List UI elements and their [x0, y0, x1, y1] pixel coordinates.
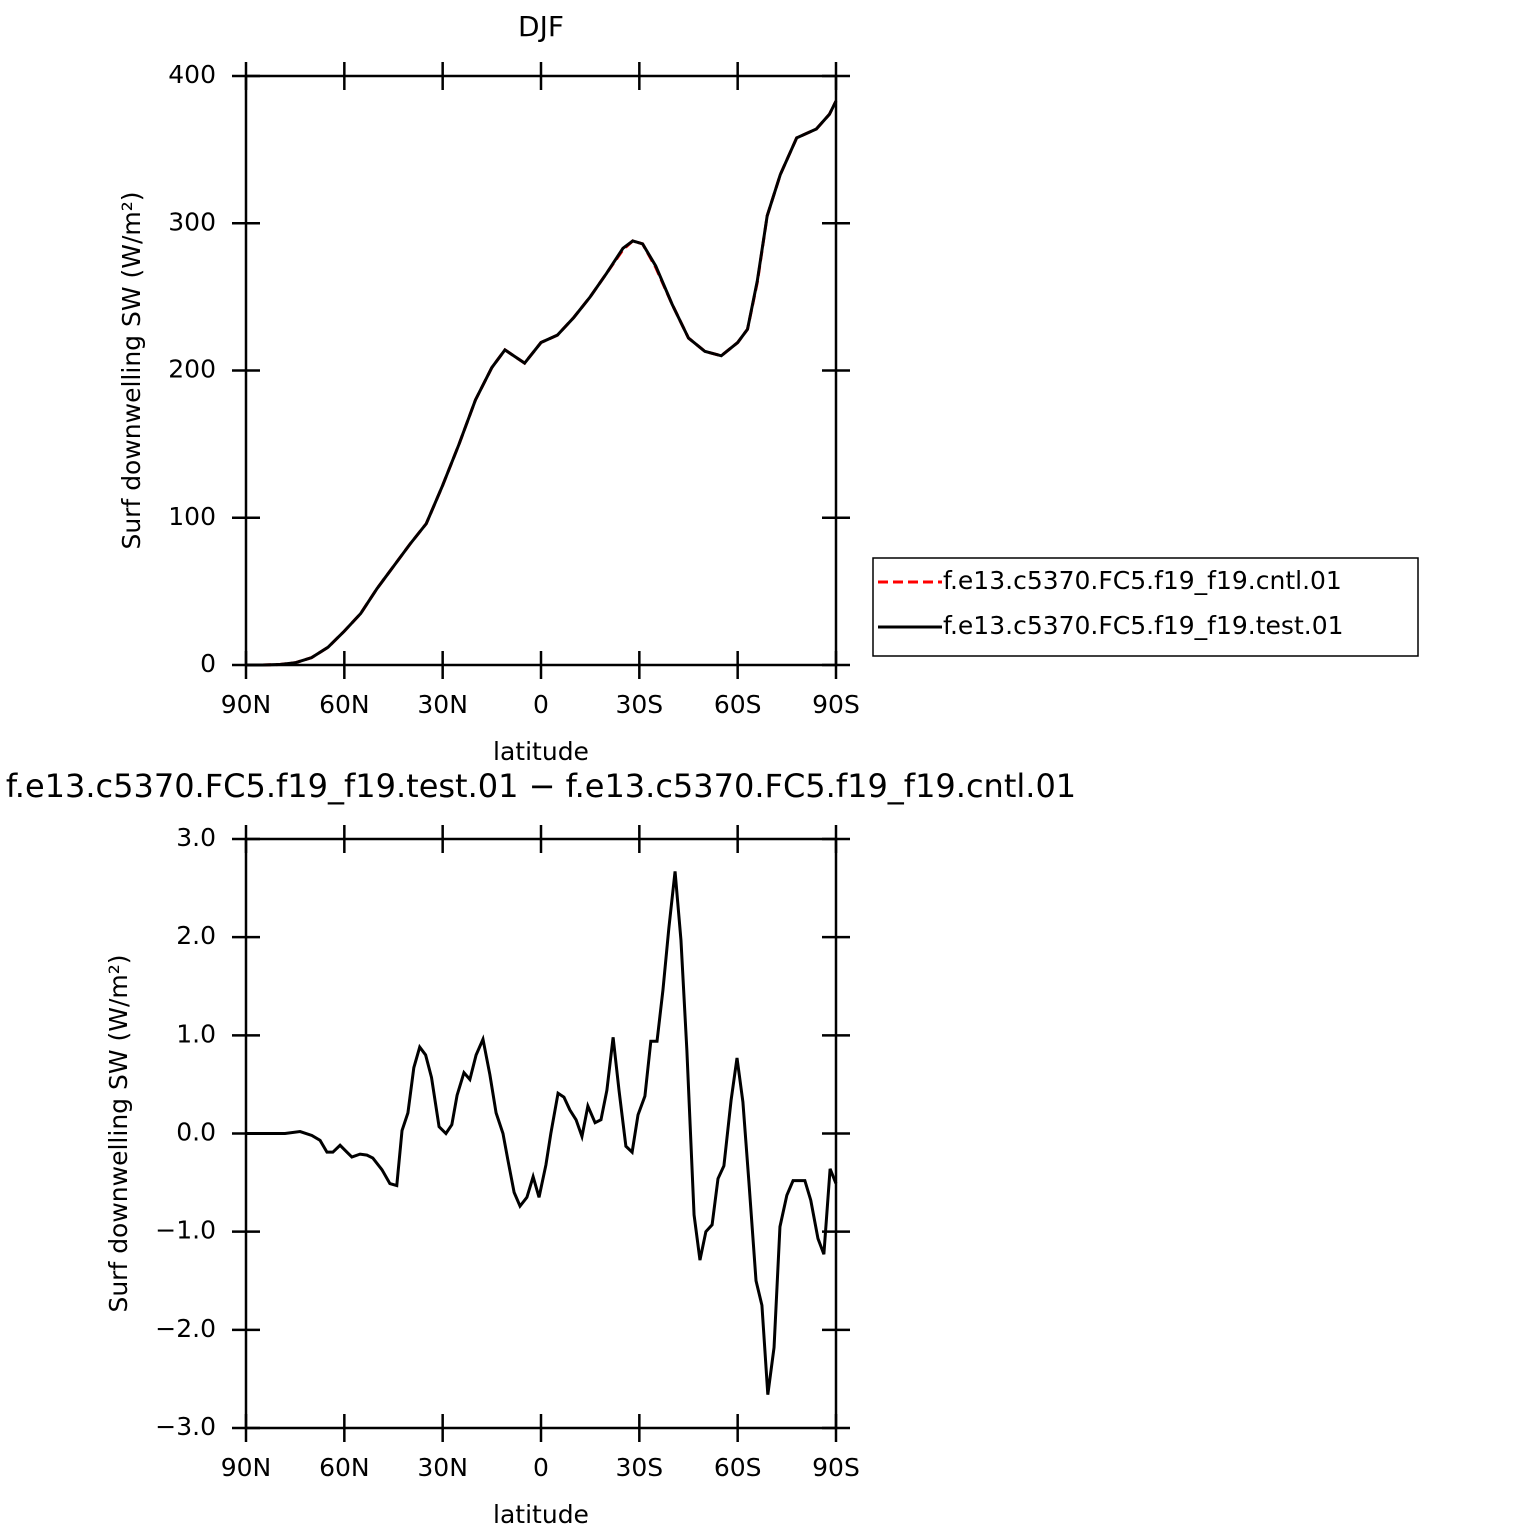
legend-label: f.e13.c5370.FC5.f19_f19.test.01: [943, 611, 1344, 640]
legend-box: [872, 557, 1419, 657]
x-tick-label: 60N: [319, 690, 370, 719]
y-tick-label: −2.0: [155, 1314, 216, 1343]
data-line: [246, 100, 838, 667]
x-tick-label: 90S: [812, 1453, 860, 1482]
y-tick-label: 0.0: [176, 1118, 216, 1147]
x-tick-label: 30N: [417, 1453, 468, 1482]
y-tick-label: 400: [168, 60, 216, 89]
x-tick-label: 30N: [417, 690, 468, 719]
plot-frame: [244, 74, 838, 667]
y-tick-label: −3.0: [155, 1412, 216, 1441]
data-line: [246, 100, 838, 667]
x-axis-label: latitude: [493, 1500, 589, 1529]
y-tick-label: 300: [168, 207, 216, 236]
x-tick-label: 90N: [221, 690, 272, 719]
x-tick-label: 30S: [615, 1453, 663, 1482]
y-tick-label: 2.0: [176, 921, 216, 950]
plot-frame: [244, 837, 838, 1430]
y-axis-label: Surf downwelling SW (W/m²): [104, 954, 133, 1312]
y-axis-label: Surf downwelling SW (W/m²): [117, 191, 146, 549]
chart-title: DJF: [518, 10, 564, 43]
x-tick-label: 90N: [221, 1453, 272, 1482]
y-tick-label: 1.0: [176, 1019, 216, 1048]
y-tick-label: 200: [168, 355, 216, 384]
x-tick-label: 30S: [615, 690, 663, 719]
y-tick-label: 0: [200, 649, 216, 678]
x-axis-label: latitude: [493, 737, 589, 766]
x-tick-label: 90S: [812, 690, 860, 719]
x-tick-label: 60S: [714, 1453, 762, 1482]
x-tick-label: 60N: [319, 1453, 370, 1482]
data-line: [246, 871, 838, 1395]
x-tick-label: 0: [533, 690, 549, 719]
y-tick-label: −1.0: [155, 1216, 216, 1245]
legend-label: f.e13.c5370.FC5.f19_f19.cntl.01: [943, 566, 1342, 595]
x-tick-label: 60S: [714, 690, 762, 719]
x-tick-label: 0: [533, 1453, 549, 1482]
chart-title: f.e13.c5370.FC5.f19_f19.test.01 − f.e13.…: [6, 767, 1076, 805]
y-tick-label: 3.0: [176, 823, 216, 852]
y-tick-label: 100: [168, 502, 216, 531]
